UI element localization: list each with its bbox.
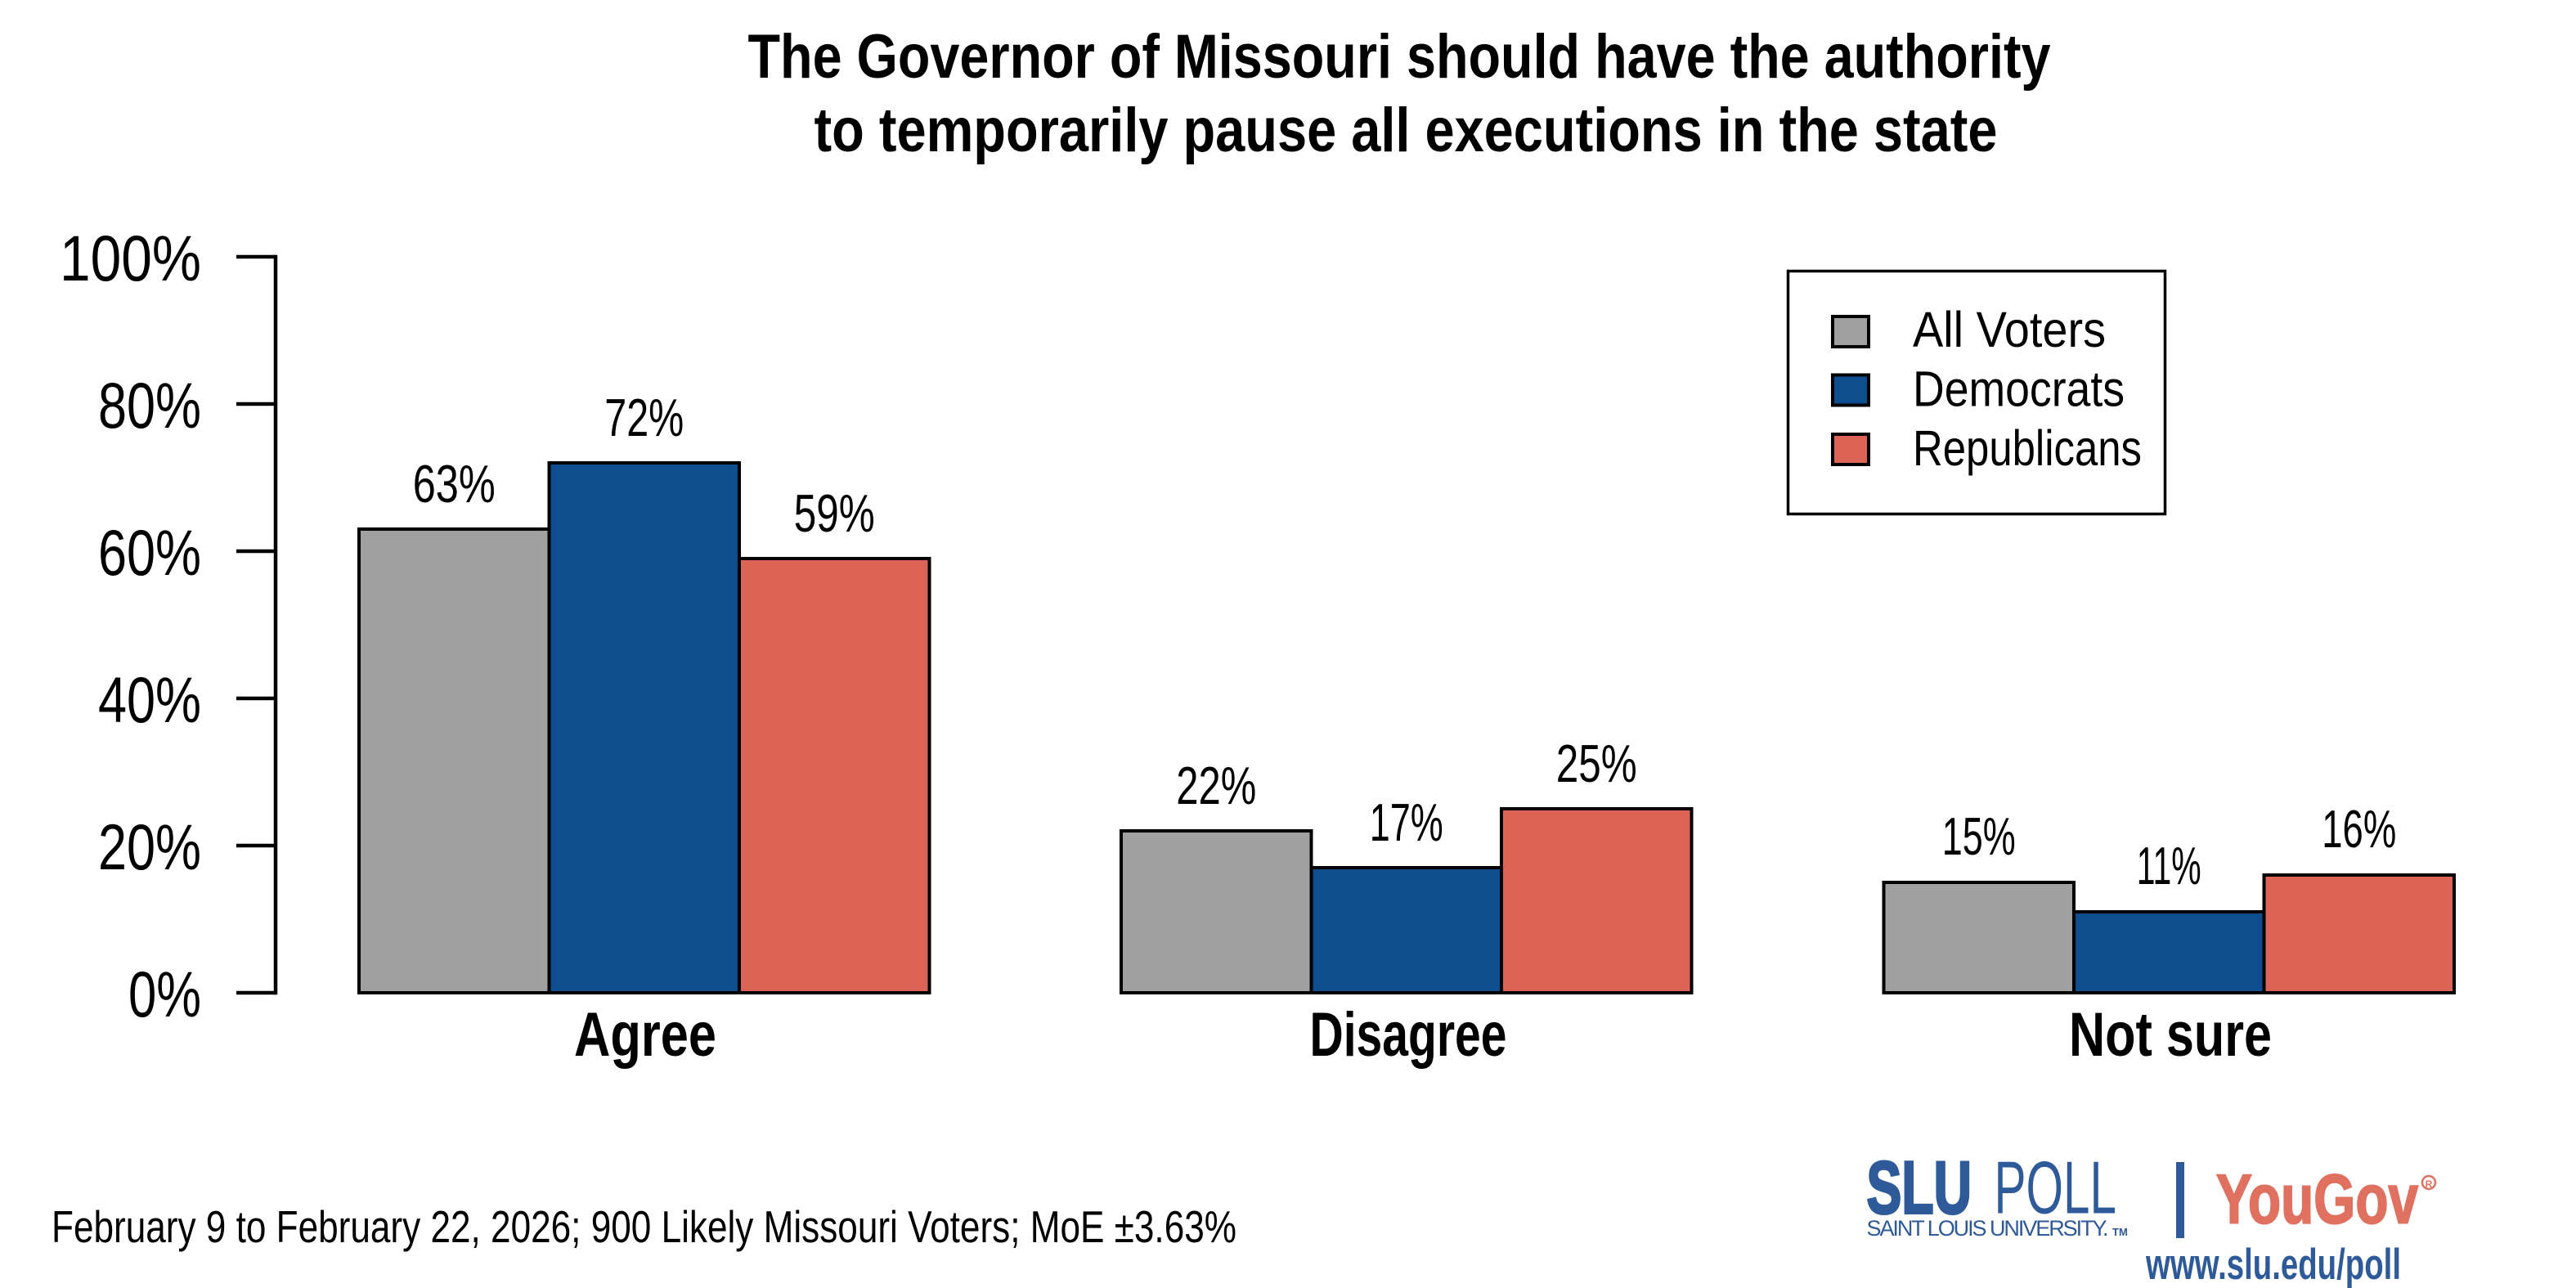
svg-text:Democrats: Democrats [1913, 361, 2125, 417]
svg-text:40%: 40% [98, 663, 201, 736]
svg-text:POLL: POLL [1995, 1147, 2117, 1230]
svg-text:YouGov: YouGov [2216, 1161, 2418, 1239]
svg-text:100%: 100% [60, 222, 201, 294]
svg-text:SAINT LOUIS UNIVERSITY.: SAINT LOUIS UNIVERSITY. [1867, 1216, 2109, 1241]
svg-text:20%: 20% [98, 810, 201, 883]
svg-text:16%: 16% [2322, 799, 2396, 859]
svg-text:www.slu.edu/poll: www.slu.edu/poll [2145, 1241, 2401, 1288]
svg-text:Agree: Agree [574, 1000, 716, 1070]
svg-text:0%: 0% [128, 958, 201, 1030]
svg-text:SLU: SLU [1867, 1147, 1972, 1230]
svg-text:60%: 60% [98, 516, 201, 589]
svg-text:Not sure: Not sure [2069, 1000, 2272, 1070]
svg-text:15%: 15% [1942, 806, 2016, 866]
svg-text:80%: 80% [98, 369, 201, 442]
svg-text:Disagree: Disagree [1310, 1000, 1507, 1070]
svg-text:63%: 63% [413, 454, 496, 514]
svg-text:11%: 11% [2137, 836, 2201, 895]
svg-text:February 9 to February 22, 202: February 9 to February 22, 2026; 900 Lik… [52, 1201, 1236, 1252]
svg-text:Republicans: Republicans [1913, 420, 2142, 476]
svg-text:22%: 22% [1176, 756, 1256, 815]
svg-text:59%: 59% [794, 483, 875, 543]
svg-text:17%: 17% [1370, 792, 1443, 852]
svg-text:R: R [2426, 1178, 2433, 1190]
svg-text:72%: 72% [604, 388, 684, 447]
svg-text:TM: TM [2112, 1226, 2128, 1238]
svg-text:to temporarily pause all execu: to temporarily pause all executions in t… [815, 96, 1998, 165]
svg-text:The Governor of Missouri shoul: The Governor of Missouri should have the… [748, 22, 2051, 92]
svg-text:All Voters: All Voters [1913, 302, 2106, 357]
svg-text:25%: 25% [1556, 734, 1637, 793]
